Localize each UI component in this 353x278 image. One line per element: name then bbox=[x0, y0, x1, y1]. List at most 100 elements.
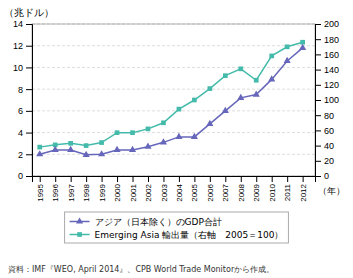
series-marker bbox=[84, 143, 89, 148]
tick: 200 bbox=[315, 19, 339, 29]
tick: 160 bbox=[315, 50, 339, 60]
tick-label: 2012 bbox=[299, 183, 308, 201]
tick: 1995 bbox=[36, 176, 45, 202]
grid-line bbox=[32, 132, 315, 133]
plot-frame bbox=[32, 24, 315, 176]
tick: 14 bbox=[13, 19, 32, 29]
tick-label: 120 bbox=[324, 80, 339, 90]
tick: 2008 bbox=[237, 176, 246, 202]
tick-label: 1995 bbox=[36, 183, 45, 201]
tick-label: 2004 bbox=[175, 183, 184, 201]
tick-label: 2008 bbox=[237, 183, 246, 201]
tick-mark bbox=[163, 176, 164, 182]
legend-box bbox=[65, 212, 289, 243]
tick: 0 bbox=[18, 171, 32, 181]
annotation: 資料：IMF『WEO, April 2014』、CPB World Trade … bbox=[8, 265, 274, 274]
tick-label: 60 bbox=[324, 126, 334, 136]
series-marker bbox=[115, 130, 120, 135]
tick: 120 bbox=[315, 80, 339, 90]
tick-mark bbox=[315, 161, 321, 162]
series-marker bbox=[238, 66, 243, 71]
series-marker bbox=[284, 57, 291, 63]
tick: 8 bbox=[18, 85, 32, 95]
tick-mark bbox=[315, 24, 321, 25]
tick: 60 bbox=[315, 126, 334, 136]
tick-label: 8 bbox=[18, 85, 23, 95]
tick-label: 40 bbox=[324, 141, 334, 151]
tick: 1996 bbox=[51, 176, 60, 202]
plot-area bbox=[36, 40, 306, 157]
tick-mark bbox=[117, 176, 118, 182]
series-marker bbox=[68, 141, 73, 146]
series-marker bbox=[146, 127, 151, 132]
tick-label: 2005 bbox=[190, 183, 199, 201]
series-marker bbox=[175, 133, 182, 139]
series-marker bbox=[254, 78, 259, 83]
grid-line bbox=[32, 45, 315, 46]
tick: 2006 bbox=[206, 176, 215, 202]
tick-label: 2007 bbox=[221, 183, 230, 201]
tick-mark bbox=[287, 176, 288, 182]
legend-marker bbox=[77, 232, 82, 237]
tick-label: 2001 bbox=[129, 183, 138, 201]
legend-label: アジア（日本除く）のGDP合計 bbox=[95, 217, 222, 227]
tick: 100 bbox=[315, 95, 339, 105]
tick: 40 bbox=[315, 141, 334, 151]
legend: アジア（日本除く）のGDP合計Emerging Asia 輸出量（右軸 2005… bbox=[70, 217, 284, 240]
tick-label: 2009 bbox=[252, 183, 261, 201]
series-marker bbox=[237, 94, 244, 100]
grid-line bbox=[32, 154, 315, 155]
series-marker bbox=[299, 44, 306, 50]
tick-mark bbox=[315, 85, 321, 86]
tick-mark bbox=[102, 176, 103, 182]
tick-mark bbox=[26, 67, 32, 68]
tick-mark bbox=[315, 130, 321, 131]
series-marker bbox=[223, 73, 228, 78]
tick-mark bbox=[272, 176, 273, 182]
tick-mark bbox=[225, 176, 226, 182]
tick: 140 bbox=[315, 65, 339, 75]
series-marker bbox=[98, 150, 105, 156]
legend-item: アジア（日本除く）のGDP合計 bbox=[70, 217, 222, 227]
tick: 1999 bbox=[98, 176, 107, 202]
tick-label: 2000 bbox=[113, 183, 122, 201]
legend-marker bbox=[76, 217, 83, 223]
tick: 2002 bbox=[144, 176, 153, 202]
series-marker bbox=[269, 54, 274, 59]
tick: 2012 bbox=[299, 176, 308, 202]
tick-mark bbox=[256, 176, 257, 182]
tick-mark bbox=[315, 54, 321, 55]
series-marker bbox=[37, 145, 42, 150]
tick-mark bbox=[315, 100, 321, 101]
tick-mark bbox=[26, 46, 32, 47]
series-marker bbox=[207, 86, 212, 91]
tick-label: 12 bbox=[13, 41, 23, 51]
tick-label: 10 bbox=[13, 63, 23, 73]
grid-line bbox=[32, 67, 315, 68]
tick: 2007 bbox=[221, 176, 230, 202]
series-marker bbox=[67, 146, 74, 152]
tick-mark bbox=[26, 133, 32, 134]
tick-label: 0 bbox=[324, 171, 329, 181]
tick-label: 2011 bbox=[283, 183, 292, 201]
tick-mark bbox=[148, 176, 149, 182]
series-marker bbox=[52, 146, 59, 152]
series-marker bbox=[99, 140, 104, 145]
tick-mark bbox=[26, 89, 32, 90]
tick-label: 14 bbox=[13, 19, 23, 29]
tick: 20 bbox=[315, 156, 334, 166]
tick-label: 140 bbox=[324, 65, 339, 75]
tick-label: 1996 bbox=[51, 183, 60, 201]
series-marker bbox=[285, 44, 290, 49]
tick-label: 0 bbox=[18, 171, 23, 181]
tick-mark bbox=[26, 154, 32, 155]
series-marker bbox=[83, 151, 90, 157]
x-axis-label: （年） bbox=[318, 186, 345, 196]
grid bbox=[32, 24, 315, 176]
tick-label: 2010 bbox=[268, 183, 277, 201]
series-marker bbox=[144, 143, 151, 149]
tick-mark bbox=[194, 176, 195, 182]
tick: 80 bbox=[315, 111, 334, 121]
series-marker bbox=[36, 150, 43, 156]
tick-label: 80 bbox=[324, 111, 334, 121]
